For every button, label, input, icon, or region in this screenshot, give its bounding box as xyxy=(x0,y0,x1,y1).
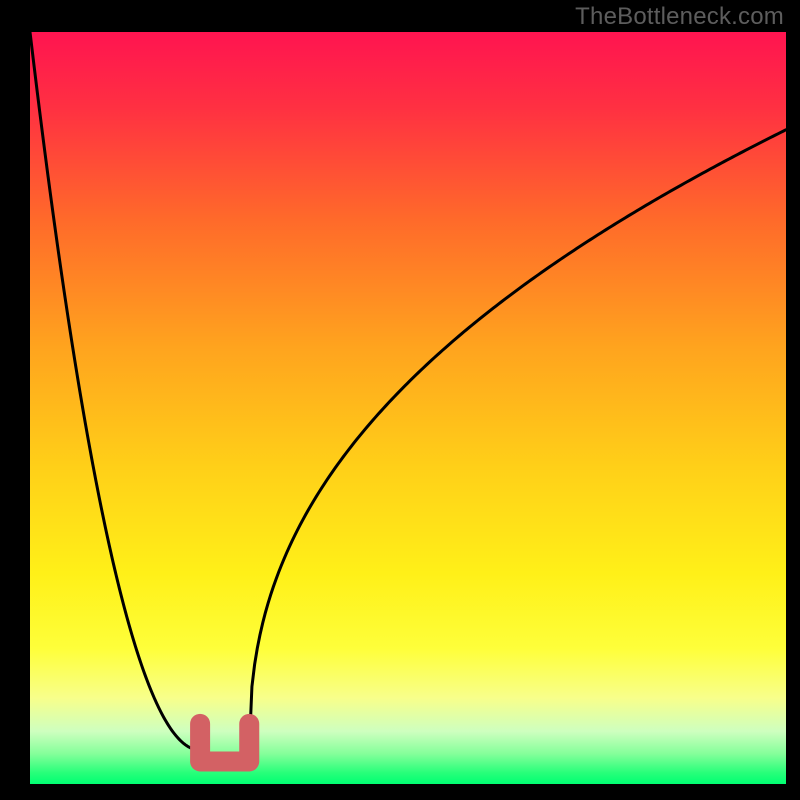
bracket-u xyxy=(200,724,249,762)
watermark-text: TheBottleneck.com xyxy=(575,3,784,31)
frame-border-left xyxy=(0,0,30,800)
plot-area xyxy=(30,32,786,784)
chart-stage: TheBottleneck.com xyxy=(0,0,800,800)
curve-right xyxy=(249,130,786,750)
plot-curves-svg xyxy=(30,32,786,784)
curve-left xyxy=(30,32,200,750)
frame-border-right xyxy=(786,0,800,800)
frame-border-bottom xyxy=(0,784,800,800)
